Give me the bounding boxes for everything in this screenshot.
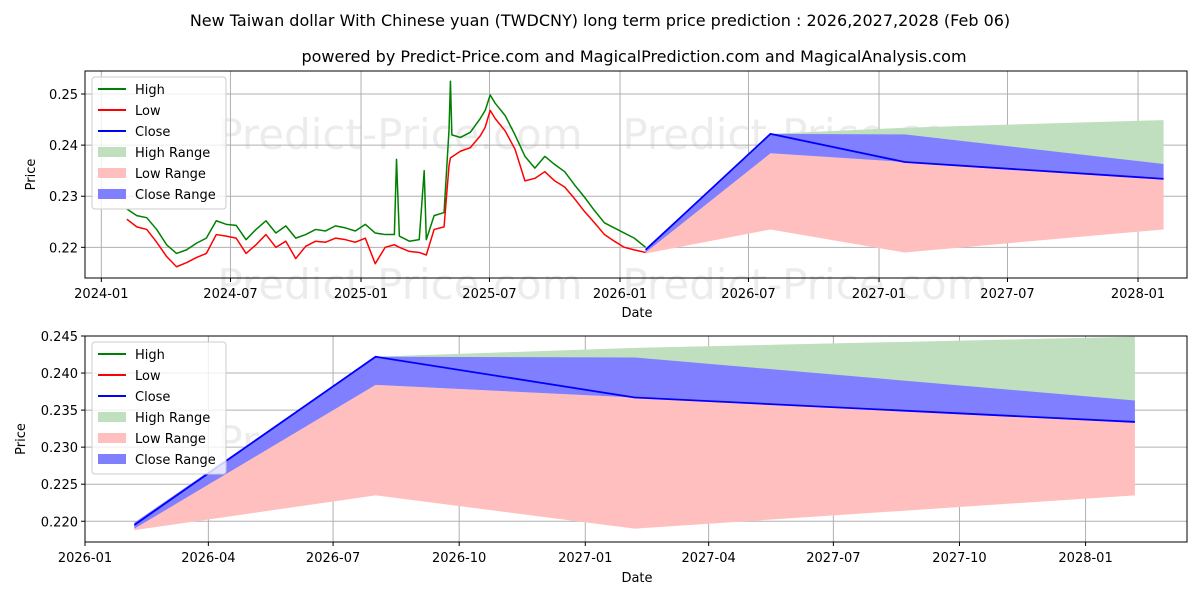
x-tick-label: 2027-01: [852, 287, 906, 302]
y-tick-label: 0.22: [49, 241, 78, 256]
legend-label: Low: [135, 369, 161, 384]
legend-label: Close Range: [135, 188, 216, 203]
x-tick-label: 2028-01: [1058, 551, 1112, 566]
x-tick-label: 2027-10: [932, 551, 986, 566]
x-tick-label: 2027-01: [558, 551, 612, 566]
chart-title: New Taiwan dollar With Chinese yuan (TWD…: [190, 11, 1010, 30]
y-axis-label: Price: [24, 159, 39, 191]
watermark-text: Predict-Price.com: [622, 260, 987, 309]
legend-swatch-patch: [98, 189, 126, 199]
close-line: [644, 132, 1164, 251]
x-tick-label: 2025-07: [462, 287, 516, 302]
legend-swatch-patch: [98, 433, 126, 443]
x-tick-label: 2026-07: [306, 551, 360, 566]
high-line: [126, 80, 647, 255]
history-panel: Predict-Price.com Predict-Price.com Predic…: [24, 70, 1188, 321]
x-tick-label: 2026-10: [432, 551, 486, 566]
x-axis-label: Date: [621, 571, 652, 586]
chart-subtitle: powered by Predict-Price.com and Magical…: [301, 47, 966, 66]
y-tick-label: 0.24: [49, 139, 78, 154]
close-range-band: [645, 133, 1164, 253]
x-tick-label: 2026-04: [181, 551, 235, 566]
y-tick-label: 0.230: [41, 441, 78, 456]
x-tick-label: 2026-07: [721, 287, 775, 302]
legend-swatch-patch: [98, 412, 126, 422]
legend-label: Close Range: [135, 453, 216, 468]
legend-swatch-patch: [98, 147, 126, 157]
legend-label: Low Range: [135, 432, 206, 447]
x-tick-label: 2026-01: [593, 287, 647, 302]
x-tick-label: 2024-01: [74, 287, 128, 302]
plot-frame: [84, 70, 1188, 279]
legend-label: High Range: [135, 146, 210, 161]
y-tick-label: 0.225: [41, 478, 78, 493]
x-tick-label: 2027-04: [681, 551, 735, 566]
close-line: [133, 355, 1135, 526]
low-line: [126, 109, 646, 268]
y-tick-label: 0.245: [41, 330, 78, 345]
x-axis-label: Date: [621, 306, 652, 321]
legend-label: Close: [135, 125, 170, 140]
y-tick-label: 0.220: [41, 515, 78, 530]
y-tick-label: 0.240: [41, 367, 78, 382]
x-tick-label: 2026-01: [58, 551, 112, 566]
legend-swatch-patch: [98, 454, 126, 464]
x-tick-label: 2024-07: [203, 287, 257, 302]
legend-label: Low Range: [135, 167, 206, 182]
forecast-zoom-panel: Predict-Price.comPredict-Price.com2026-0…: [14, 330, 1188, 586]
legend-label: Low: [135, 104, 161, 119]
x-tick-label: 2027-07: [980, 287, 1034, 302]
watermark-text: Predict-Price.com: [217, 110, 582, 159]
watermark-text: Predict-Price.com: [217, 260, 582, 309]
low-range-band: [645, 153, 1164, 254]
y-tick-label: 0.25: [49, 88, 78, 103]
plot-area: [126, 80, 1164, 268]
x-tick-label: 2027-07: [806, 551, 860, 566]
y-axis-label: Price: [14, 423, 29, 455]
x-tick-label: 2028-01: [1111, 287, 1165, 302]
plot-frame: [84, 335, 1188, 543]
plot-area: [133, 336, 1135, 531]
y-tick-label: 0.235: [41, 404, 78, 419]
legend-label: Close: [135, 390, 170, 405]
close-range-band: [134, 356, 1135, 529]
x-tick-label: 2025-01: [334, 287, 388, 302]
legend-label: High: [135, 348, 165, 363]
legend-swatch-patch: [98, 168, 126, 178]
low-range-band: [134, 384, 1135, 531]
legend-label: High Range: [135, 411, 210, 426]
y-tick-label: 0.23: [49, 190, 78, 205]
legend-label: High: [135, 83, 165, 98]
